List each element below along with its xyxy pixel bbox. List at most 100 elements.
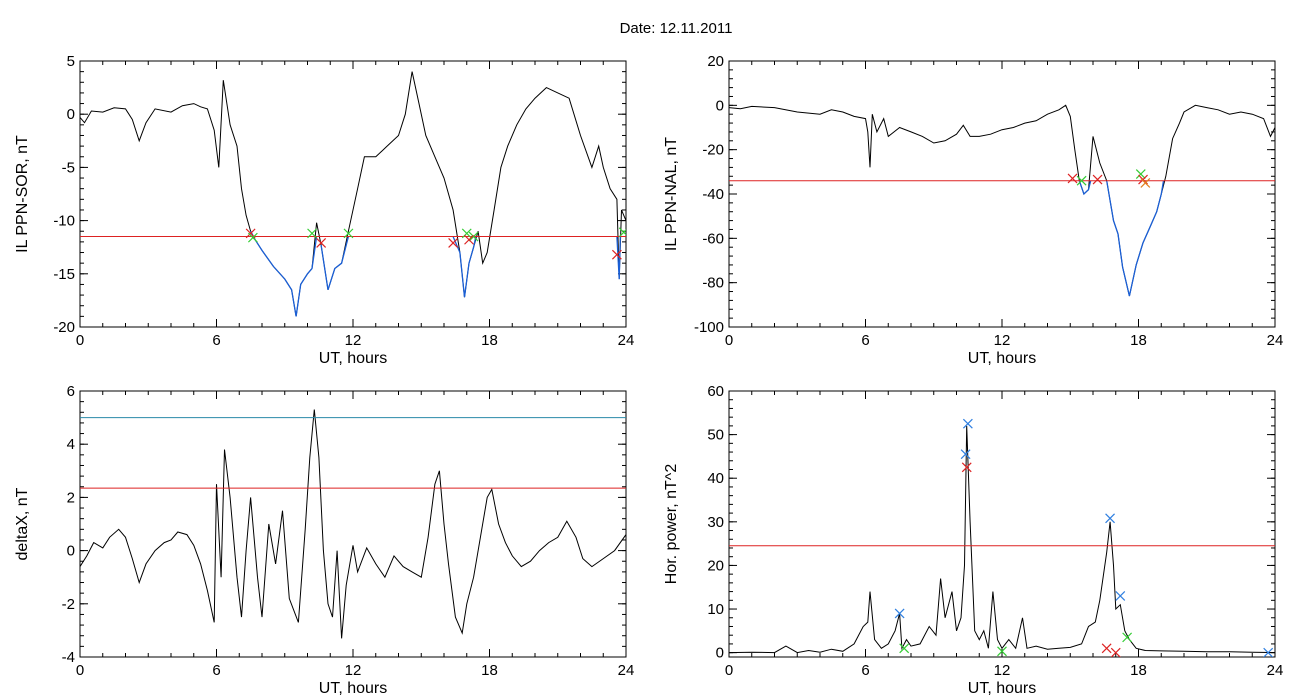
y-tick-label: 2	[67, 489, 75, 506]
x-tick-label: 0	[725, 332, 733, 349]
series-trace	[729, 425, 1275, 654]
x-tick-label: 6	[212, 662, 220, 679]
marker-stroke	[894, 608, 905, 619]
y-tick-label: -100	[694, 319, 724, 336]
x-tick-label: 12	[994, 332, 1011, 349]
y-tick-label: 5	[67, 53, 75, 70]
marker-orange	[1140, 177, 1151, 188]
marker-stroke	[611, 249, 622, 260]
x-tick-label: 0	[76, 662, 84, 679]
marker-green	[997, 646, 1007, 657]
y-axis-label: IL PPN-SOR, nT	[14, 135, 31, 253]
marker-blue	[962, 418, 973, 429]
x-axis-label: UT, hours	[319, 350, 387, 367]
marker-stroke	[1135, 169, 1146, 179]
plot-area	[80, 71, 626, 317]
y-axis-label: IL PPN-NAL, nT	[663, 137, 680, 251]
x-tick-label: 6	[861, 332, 869, 349]
marker-stroke	[1138, 174, 1148, 185]
y-tick-label: 10	[707, 601, 724, 618]
marker-stroke	[1092, 174, 1103, 185]
x-tick-label: 12	[994, 662, 1011, 679]
x-tick-label: 0	[725, 662, 733, 679]
x-tick-label: 18	[481, 332, 498, 349]
y-tick-label: -4	[62, 649, 75, 666]
marker-red	[1092, 174, 1103, 185]
marker-stroke	[1115, 591, 1126, 601]
marker-stroke	[618, 229, 626, 238]
y-tick-label: 20	[707, 53, 724, 70]
marker-stroke	[307, 228, 317, 239]
marker-green	[618, 227, 626, 238]
y-tick-label: -2	[62, 596, 75, 613]
plot-area	[80, 409, 626, 639]
y-tick-label: -5	[62, 159, 75, 176]
marker-stroke	[1110, 647, 1121, 657]
marker-red	[1110, 647, 1121, 657]
y-axis-label: deltaX, nT	[14, 487, 31, 560]
marker-stroke	[468, 231, 479, 242]
subset-trace	[320, 236, 350, 290]
marker-blue	[1263, 647, 1274, 657]
x-axis-label: UT, hours	[968, 680, 1036, 697]
marker-stroke	[997, 646, 1007, 657]
marker-stroke	[1122, 632, 1133, 643]
marker-stroke	[343, 228, 354, 239]
marker-stroke	[961, 462, 972, 473]
y-tick-label: 6	[67, 383, 75, 400]
marker-green	[307, 228, 317, 239]
x-tick-label: 12	[345, 332, 362, 349]
marker-red	[1101, 643, 1112, 654]
y-tick-label: -40	[702, 186, 724, 203]
plot-frame	[728, 390, 1276, 658]
marker-green	[899, 643, 910, 654]
marker-green	[468, 231, 479, 242]
y-tick-label: 30	[707, 514, 724, 531]
y-axis-label: Hor. power, nT^2	[663, 464, 680, 585]
subset-trace	[452, 236, 477, 298]
subset-trace	[1106, 180, 1165, 297]
panel-power: 0 6 12 18 24 0 10 20 30 40 50 60 UT, hours Hor. power…	[663, 383, 1283, 697]
marker-stroke	[247, 232, 258, 243]
x-tick-label: 12	[345, 662, 362, 679]
x-axis-label: UT, hours	[968, 350, 1036, 367]
series-trace	[729, 104, 1275, 297]
marker-red	[1067, 173, 1078, 184]
x-tick-label: 18	[1130, 662, 1147, 679]
marker-green	[247, 232, 258, 243]
x-tick-label: 18	[1130, 332, 1147, 349]
marker-green	[1122, 632, 1133, 643]
x-tick-label: 0	[76, 332, 84, 349]
x-tick-label: 24	[618, 332, 635, 349]
x-tick-label: 24	[618, 662, 635, 679]
marker-stroke	[1263, 647, 1274, 657]
marker-stroke	[962, 418, 973, 429]
marker-blue	[960, 449, 971, 460]
series-trace	[80, 409, 626, 639]
marker-stroke	[448, 238, 459, 248]
y-tick-label: 0	[67, 543, 75, 560]
panel-nal: 0 6 12 18 24 -100 -80 -60 -40 -20 0 20 UT, hours IL P…	[663, 53, 1283, 367]
marker-blue	[894, 608, 905, 619]
x-tick-label: 6	[861, 662, 869, 679]
y-tick-label: 60	[707, 383, 724, 400]
x-tick-label: 6	[212, 332, 220, 349]
panel-sor: 0 6 12 18 24 -20 -15 -10 -5 0 5 UT, hours IL PPN-SOR…	[14, 53, 634, 367]
marker-stroke	[960, 449, 971, 460]
y-tick-label: -60	[702, 230, 724, 247]
y-tick-label: 4	[67, 436, 75, 453]
marker-stroke	[1067, 173, 1078, 184]
marker-green	[461, 228, 472, 239]
y-tick-label: 40	[707, 470, 724, 487]
plot-frame	[728, 60, 1276, 328]
x-tick-label: 24	[1267, 662, 1284, 679]
marker-red	[611, 249, 622, 260]
marker-blue	[1115, 591, 1126, 601]
marker-red	[464, 234, 474, 245]
marker-green	[343, 228, 354, 239]
subset-trace	[1078, 180, 1092, 196]
y-tick-label: -20	[53, 319, 75, 336]
